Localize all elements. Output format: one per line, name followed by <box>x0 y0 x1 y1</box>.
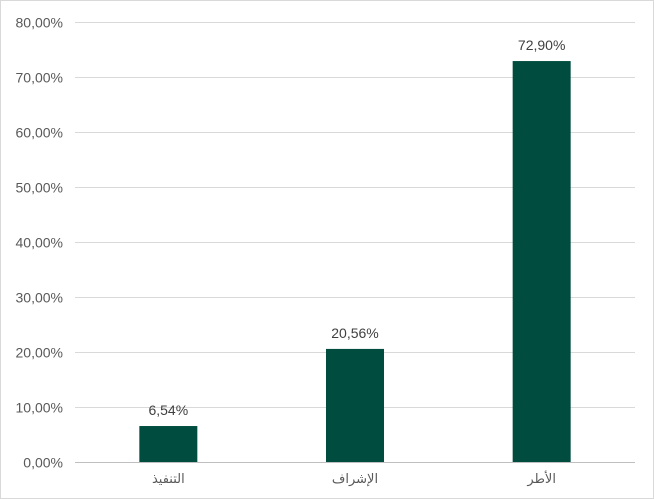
bars <box>139 61 571 463</box>
data-label: 72,90% <box>518 37 565 53</box>
data-labels: 6,54% 20,56% 72,90% <box>148 37 565 418</box>
y-tick-label: 70,00% <box>16 70 63 86</box>
y-tick-label: 80,00% <box>16 15 63 31</box>
y-tick-label: 50,00% <box>16 180 63 196</box>
y-tick-label: 40,00% <box>16 235 63 251</box>
bar <box>139 426 198 462</box>
y-tick-label: 10,00% <box>16 400 63 416</box>
bar <box>326 348 384 462</box>
bar <box>512 61 571 463</box>
y-tick-label: 60,00% <box>16 125 63 141</box>
y-tick-label: 0,00% <box>23 455 63 471</box>
gridlines <box>75 22 635 463</box>
y-tick-label: 30,00% <box>16 290 63 306</box>
x-category-label: الإشراف <box>332 472 378 487</box>
data-label: 6,54% <box>148 402 188 418</box>
y-tick-label: 20,00% <box>16 345 63 361</box>
x-axis-category-labels: التنفيذ الإشراف الأطر <box>152 470 556 487</box>
data-label: 20,56% <box>331 325 378 341</box>
y-axis-tick-labels: 0,00% 10,00% 20,00% 30,00% 40,00% 50,00% 60,00… <box>16 15 63 471</box>
x-category-label: التنفيذ <box>152 472 185 487</box>
x-category-label: الأطر <box>526 470 556 487</box>
